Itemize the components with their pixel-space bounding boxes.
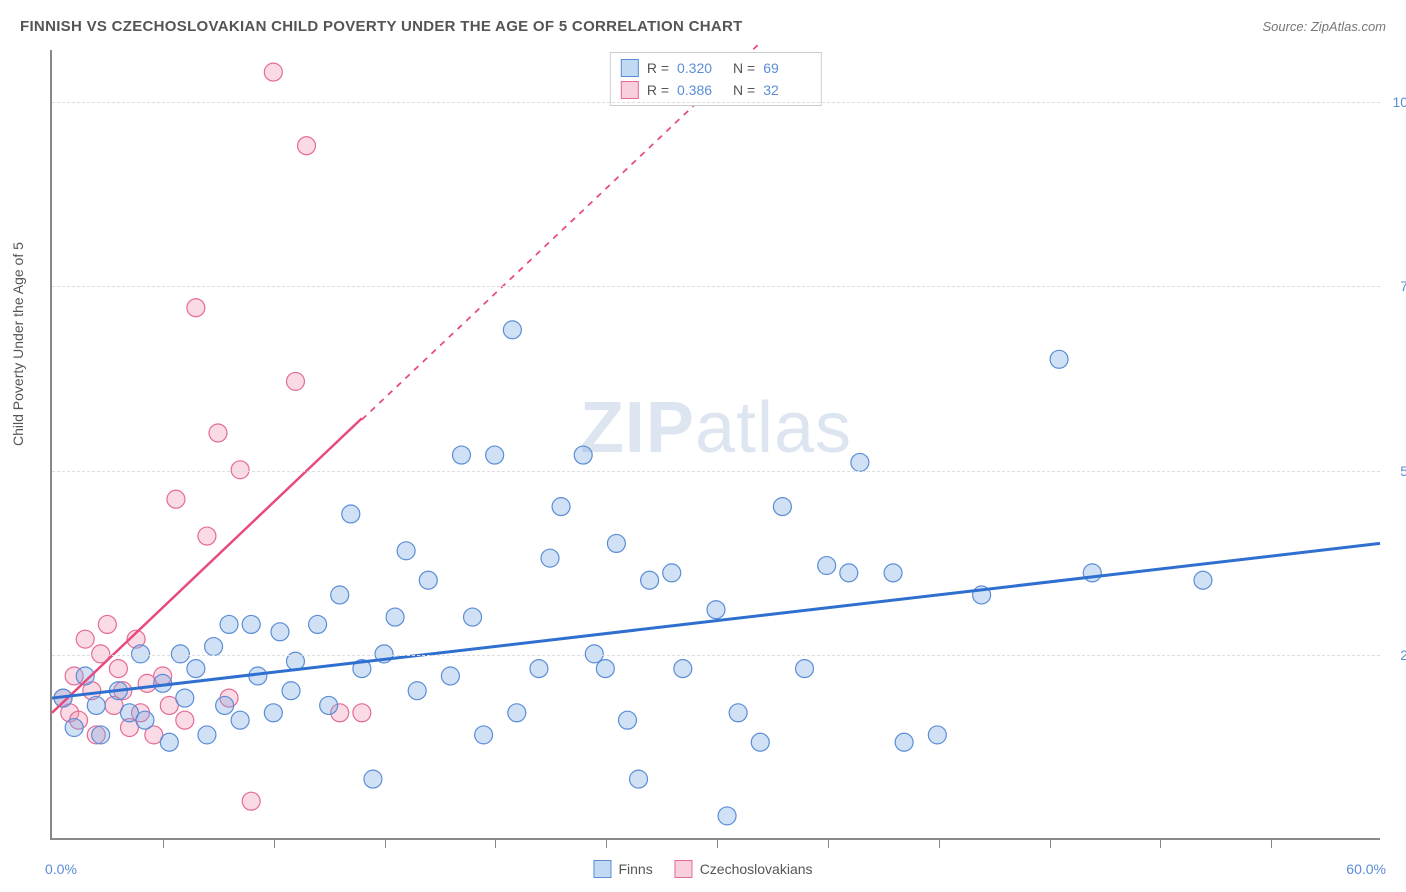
stats-row-czech: R = 0.386 N = 32 bbox=[621, 79, 811, 101]
plot-area: ZIPatlas R = 0.320 N = 69 R = 0.386 N = … bbox=[50, 50, 1380, 840]
x-tick bbox=[939, 838, 940, 848]
n-value-czech: 32 bbox=[763, 82, 811, 98]
x-tick bbox=[828, 838, 829, 848]
y-tick-label: 25.0% bbox=[1400, 647, 1406, 663]
x-tick bbox=[495, 838, 496, 848]
x-tick bbox=[1271, 838, 1272, 848]
legend-swatch-finns bbox=[593, 860, 611, 878]
r-label: R = bbox=[647, 60, 669, 76]
y-tick-label: 50.0% bbox=[1400, 463, 1406, 479]
y-tick-label: 100.0% bbox=[1393, 94, 1406, 110]
x-tick bbox=[606, 838, 607, 848]
plot-svg bbox=[52, 50, 1380, 838]
n-label: N = bbox=[733, 60, 755, 76]
x-axis-max-label: 60.0% bbox=[1346, 861, 1386, 877]
x-tick bbox=[717, 838, 718, 848]
chart-header: FINNISH VS CZECHOSLOVAKIAN CHILD POVERTY… bbox=[20, 18, 1386, 35]
r-value-finns: 0.320 bbox=[677, 60, 725, 76]
source-attribution: Source: ZipAtlas.com bbox=[1262, 19, 1386, 34]
x-axis-min-label: 0.0% bbox=[45, 861, 77, 877]
x-tick bbox=[163, 838, 164, 848]
stats-swatch-finns bbox=[621, 59, 639, 77]
legend-item-finns: Finns bbox=[593, 860, 652, 878]
legend-item-czech: Czechoslovakians bbox=[675, 860, 813, 878]
x-tick bbox=[1050, 838, 1051, 848]
grid-line bbox=[52, 102, 1380, 103]
legend-label-finns: Finns bbox=[618, 861, 652, 877]
stats-swatch-czech bbox=[621, 81, 639, 99]
grid-line bbox=[52, 655, 1380, 656]
series-legend: Finns Czechoslovakians bbox=[593, 860, 812, 878]
grid-line bbox=[52, 286, 1380, 287]
y-axis-label: Child Poverty Under the Age of 5 bbox=[10, 242, 26, 446]
n-value-finns: 69 bbox=[763, 60, 811, 76]
n-label: N = bbox=[733, 82, 755, 98]
y-tick-label: 75.0% bbox=[1400, 278, 1406, 294]
legend-swatch-czech bbox=[675, 860, 693, 878]
grid-line bbox=[52, 471, 1380, 472]
r-value-czech: 0.386 bbox=[677, 82, 725, 98]
stats-row-finns: R = 0.320 N = 69 bbox=[621, 57, 811, 79]
x-tick bbox=[385, 838, 386, 848]
x-tick bbox=[1160, 838, 1161, 848]
legend-label-czech: Czechoslovakians bbox=[700, 861, 813, 877]
stats-legend: R = 0.320 N = 69 R = 0.386 N = 32 bbox=[610, 52, 822, 106]
x-tick bbox=[274, 838, 275, 848]
chart-title: FINNISH VS CZECHOSLOVAKIAN CHILD POVERTY… bbox=[20, 18, 743, 35]
r-label: R = bbox=[647, 82, 669, 98]
